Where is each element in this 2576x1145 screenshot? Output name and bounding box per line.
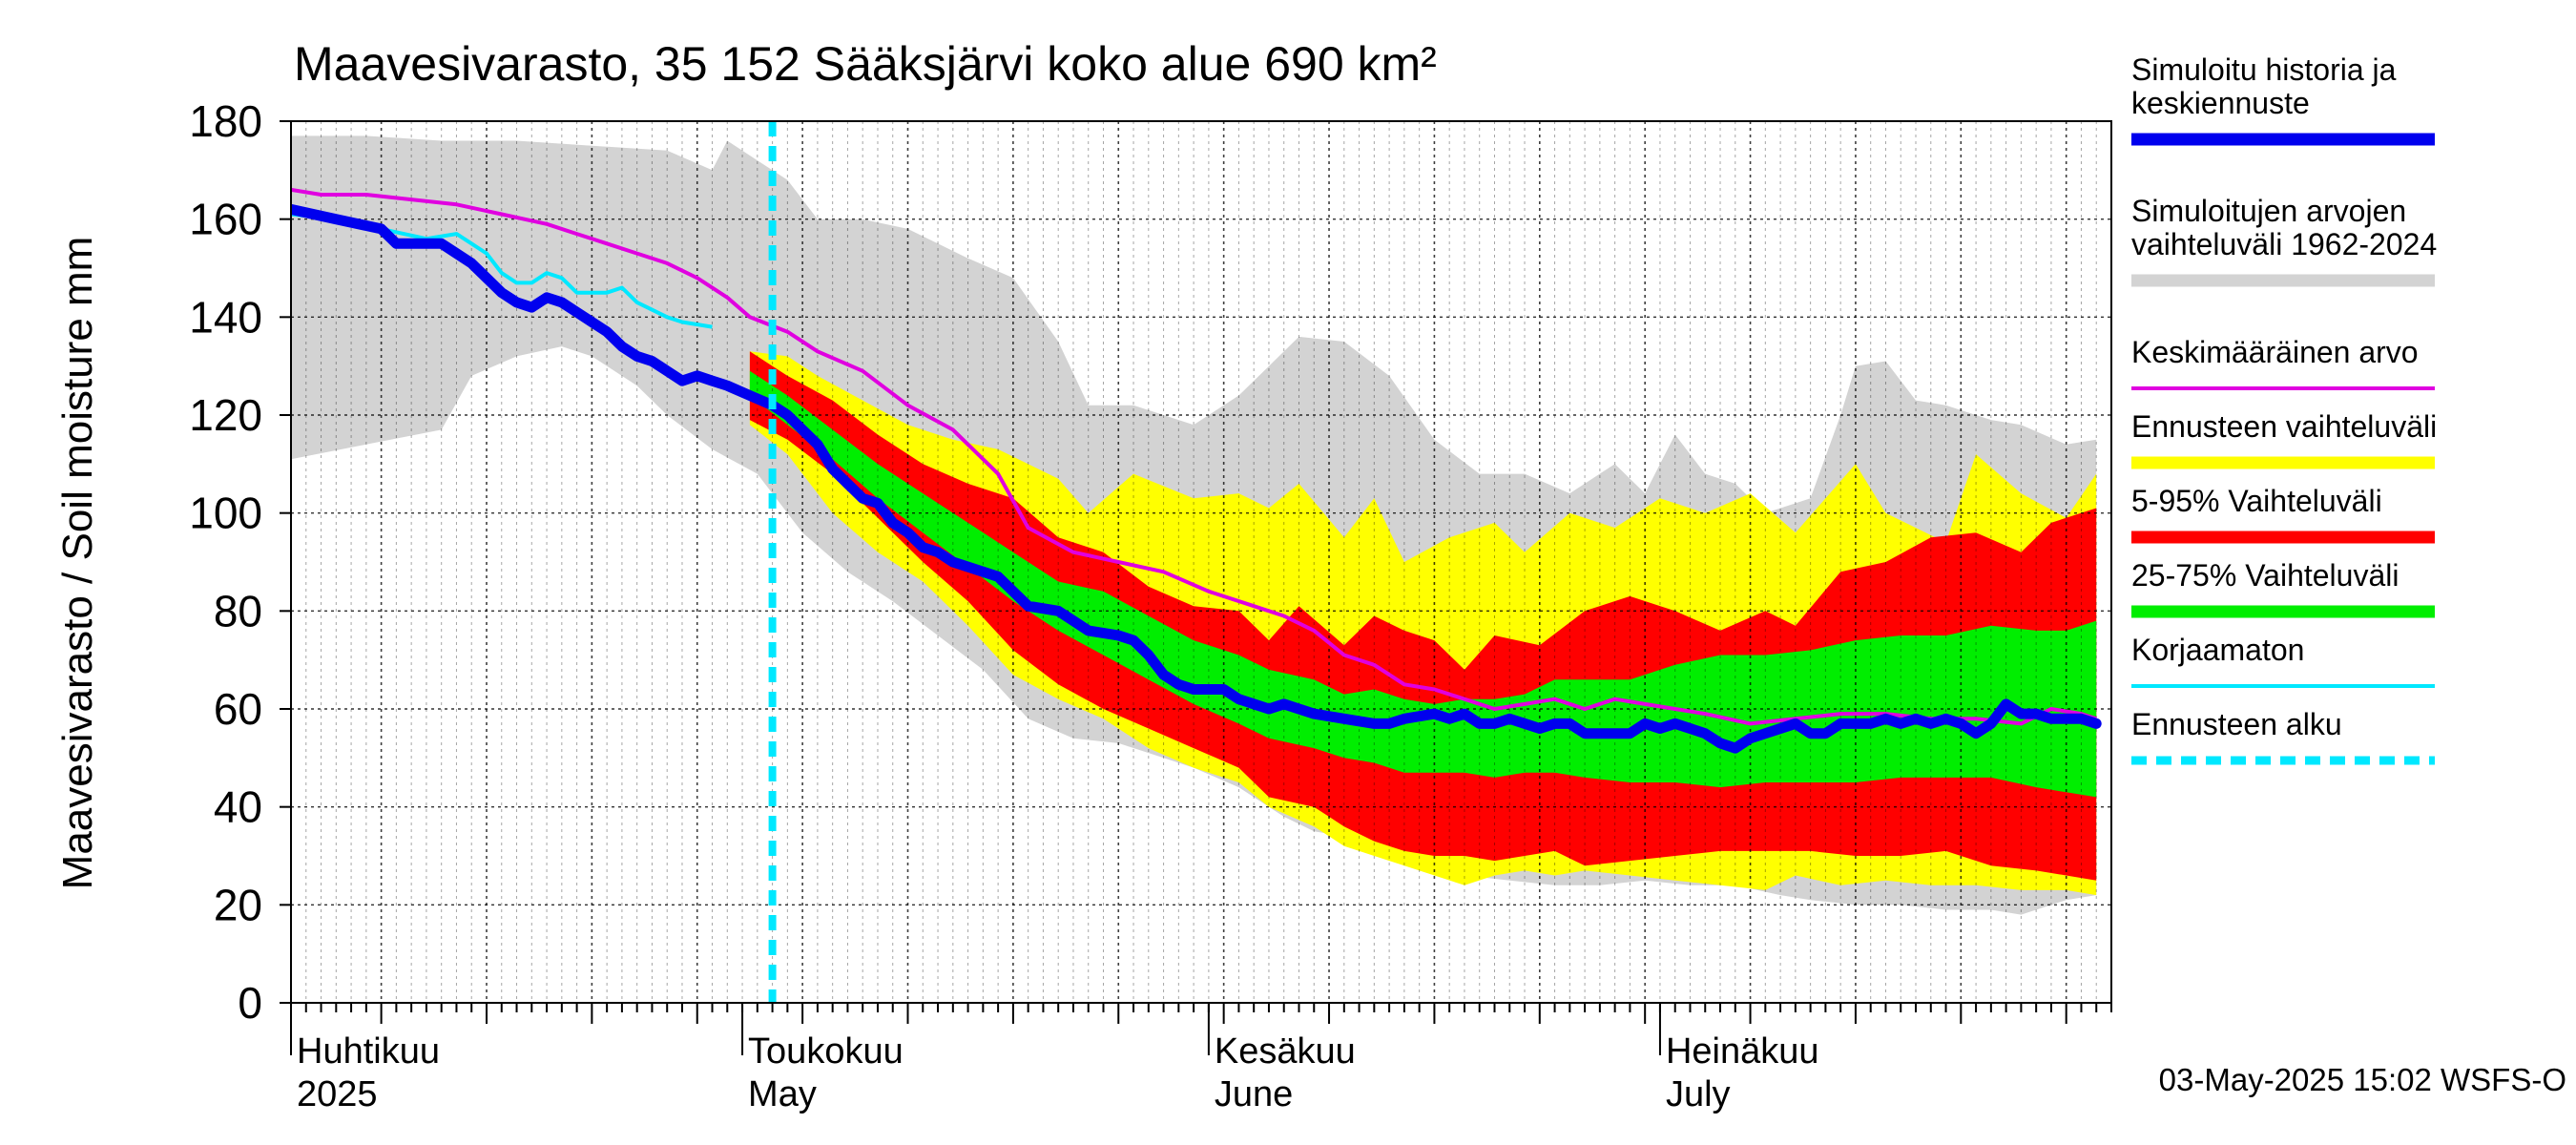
month-label: Toukokuu — [748, 1031, 904, 1072]
legend-item: Ennusteen alku — [2131, 707, 2435, 765]
y-tick-label: 120 — [189, 390, 262, 440]
month-label: Heinäkuu — [1666, 1031, 1819, 1072]
y-axis-label: Maavesivarasto / Soil moisture mm — [54, 237, 101, 890]
p25-75-band — [749, 370, 2097, 798]
y-tick-label: 80 — [214, 586, 262, 635]
legend: Simuloitu historia jakeskiennusteSimuloi… — [2131, 52, 2437, 765]
legend-label: Korjaamaton — [2131, 633, 2304, 667]
y-tick-label: 140 — [189, 292, 262, 342]
month-sublabel: 2025 — [297, 1074, 378, 1114]
legend-label: keskiennuste — [2131, 86, 2310, 120]
legend-label: vaihteluväli 1962-2024 — [2131, 227, 2437, 261]
uncorrected-line — [291, 212, 713, 329]
y-tick-label: 180 — [189, 96, 262, 146]
legend-item: Ennusteen vaihteluväli — [2131, 409, 2437, 469]
legend-label: Ennusteen vaihteluväli — [2131, 409, 2437, 444]
month-sublabel: July — [1666, 1074, 1731, 1114]
y-tick-label: 100 — [189, 489, 262, 538]
legend-label: Simuloitujen arvojen — [2131, 194, 2406, 228]
y-tick-label: 60 — [214, 684, 262, 734]
timestamp-label: 03-May-2025 15:02 WSFS-O — [2159, 1062, 2566, 1097]
chart-title: Maavesivarasto, 35 152 Sääksjärvi koko a… — [294, 37, 1437, 91]
legend-item: Korjaamaton — [2131, 633, 2435, 688]
grid-layer — [291, 121, 2111, 1003]
y-tick-label: 20 — [214, 880, 262, 929]
y-tick-label: 0 — [238, 978, 262, 1028]
lines-layer — [291, 121, 2102, 1003]
month-sublabel: May — [748, 1074, 817, 1114]
legend-label: 5-95% Vaihteluväli — [2131, 484, 2382, 518]
month-sublabel: June — [1215, 1074, 1293, 1114]
legend-item: 25-75% Vaihteluväli — [2131, 558, 2435, 618]
y-tick-label: 40 — [214, 782, 262, 832]
legend-label: 25-75% Vaihteluväli — [2131, 558, 2399, 593]
month-label: Kesäkuu — [1215, 1031, 1356, 1072]
month-label: Huhtikuu — [297, 1031, 440, 1072]
mean-line — [291, 187, 2097, 726]
history-forecast-line — [291, 203, 2102, 754]
y-tick-label: 160 — [189, 195, 262, 244]
legend-label: Simuloitu historia ja — [2131, 52, 2397, 87]
legend-label: Keskimääräinen arvo — [2131, 335, 2419, 369]
plot-frame — [290, 120, 2112, 1004]
legend-item: 5-95% Vaihteluväli — [2131, 484, 2435, 544]
legend-item: Keskimääräinen arvo — [2131, 335, 2435, 390]
y-axis: 0 20 40 60 80 100 120 140 160 180 — [189, 96, 291, 1028]
legend-label: Ennusteen alku — [2131, 707, 2342, 741]
